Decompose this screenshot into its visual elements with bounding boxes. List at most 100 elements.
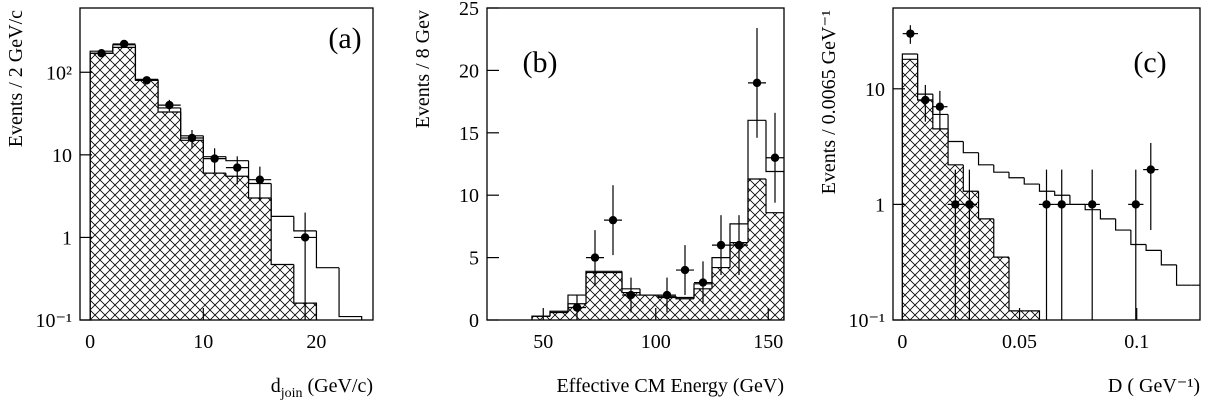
x-axis-label: Effective CM Energy (GeV): [556, 375, 784, 397]
histogram-bin: [531, 315, 550, 320]
data-point: [119, 39, 129, 49]
y-axis-label: Events / 8 Gev: [412, 10, 434, 128]
hatched-bin: [271, 264, 294, 320]
hatched-bin: [158, 112, 181, 320]
histogram-bin: [180, 107, 204, 137]
histogram-bin: [729, 223, 748, 258]
hatched-bin: [640, 295, 658, 320]
hatched-bin-outline: [947, 128, 964, 166]
hatched-bin-outline: [1024, 310, 1041, 320]
histogram-bin: [134, 44, 159, 80]
hatched-bin-outline: [765, 178, 784, 320]
hatched-bin-outline: [962, 164, 979, 192]
data-point: [233, 163, 242, 172]
histogram-bin: [202, 135, 226, 158]
x-tick-label: 100: [641, 331, 671, 353]
hatched-bin: [676, 298, 694, 320]
data-point: [97, 49, 106, 58]
histogram-bin: [1069, 195, 1086, 205]
histogram-bin: [1175, 264, 1192, 286]
x-tick-label: 20: [306, 331, 326, 353]
data-point: [626, 290, 636, 300]
hatched-bin: [604, 272, 622, 320]
x-axis-label: djoin (GeV/c): [271, 375, 373, 401]
hatched-bin: [180, 140, 204, 320]
data-point: [1146, 165, 1155, 174]
histogram-bin: [1023, 177, 1040, 185]
x-label-text: d: [271, 375, 281, 397]
x-tick-label: 150: [753, 331, 783, 353]
plot-area: [901, 25, 1200, 320]
y-tick-label: 10⁻¹: [848, 310, 885, 332]
hatched-bin: [532, 316, 550, 320]
hatched-bin-outline: [225, 173, 249, 177]
histogram-bin: [917, 54, 933, 95]
hatched-bin: [1024, 310, 1040, 320]
data-point: [572, 303, 582, 312]
y-tick-label: 5: [469, 248, 479, 270]
data-point: [1057, 200, 1066, 209]
histogram-bin: [89, 50, 113, 320]
y-tick-label: 20: [459, 60, 479, 82]
x-label-tail: (GeV/c): [302, 375, 373, 397]
hatched-bin: [993, 257, 1010, 320]
y-tick-label: 10²: [46, 62, 72, 84]
histogram-bin: [585, 270, 604, 296]
hatched-bin: [917, 100, 933, 320]
histogram-bin: [1038, 184, 1055, 192]
x-tick-label: 50: [533, 331, 553, 353]
frame: [892, 7, 1201, 321]
y-tick-label: 25: [459, 0, 479, 20]
hatched-bin: [963, 191, 979, 320]
y-axis-label: Events / 0.0065 GeV⁻¹: [818, 10, 840, 194]
hatched-bin: [694, 288, 712, 320]
histogram-bin: [675, 296, 694, 299]
hatched-bin-outline: [1008, 257, 1025, 312]
data-point: [1131, 200, 1140, 209]
hatched-bin: [730, 242, 748, 320]
hatched-bin-outline: [977, 191, 994, 220]
data-point: [608, 215, 618, 225]
histogram-bin: [247, 160, 272, 185]
x-tick-label: 0: [897, 331, 907, 353]
data-point: [300, 233, 310, 242]
hatched-bin: [1009, 310, 1025, 320]
hatched-bin: [766, 212, 784, 320]
frame: [79, 7, 374, 321]
panel-label: (b): [523, 46, 558, 79]
histogram-bin: [270, 183, 294, 217]
hatched-bin: [902, 59, 918, 320]
histogram-bin: [1145, 244, 1162, 252]
histogram-bin: [157, 79, 181, 109]
histogram-bin: [1115, 218, 1131, 231]
hatched-bin: [225, 176, 249, 320]
data-point: [187, 133, 197, 143]
histogram-bin: [639, 288, 658, 296]
y-tick-label: 15: [459, 123, 479, 145]
histogram-bin: [1191, 284, 1200, 286]
x-label-sub: join: [280, 386, 303, 401]
data-point: [255, 175, 265, 184]
data-point: [716, 240, 726, 250]
data-point: [165, 100, 174, 110]
histogram-bin: [1099, 209, 1116, 220]
x-tick-label: 0.05: [1002, 331, 1037, 353]
hatched-bin: [748, 178, 766, 320]
hatched-bin: [550, 312, 568, 320]
hatched-bin: [712, 267, 730, 320]
data-point: [734, 240, 744, 250]
y-axis-label: Events / 2 GeV/c: [5, 10, 27, 147]
hatched-bin: [112, 47, 136, 320]
x-axis-label: D ( GeV⁻¹): [1108, 375, 1200, 397]
x-tick-label: 0.1: [1124, 331, 1149, 353]
y-tick-label: 1: [62, 227, 72, 249]
histogram-bin: [747, 119, 766, 224]
histogram-bin: [549, 310, 568, 317]
y-tick-label: 10: [459, 185, 479, 207]
histogram-bin: [225, 156, 249, 162]
data-point: [921, 95, 930, 105]
hatched-bin: [135, 80, 159, 320]
data-point: [752, 78, 762, 88]
